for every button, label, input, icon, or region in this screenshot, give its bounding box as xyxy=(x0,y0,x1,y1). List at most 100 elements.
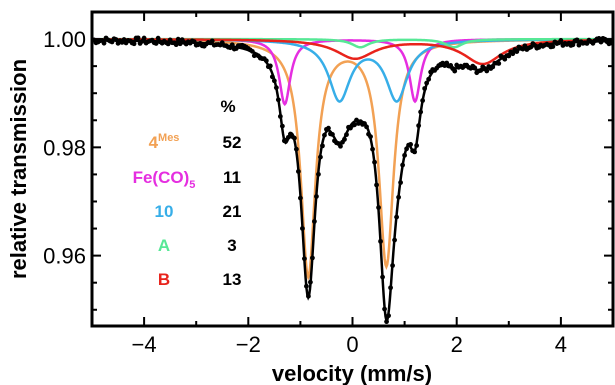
axes: −4 −2 0 2 4 0.96 0.98 1.00 xyxy=(43,11,614,357)
data-point xyxy=(273,85,279,91)
data-point xyxy=(364,124,369,130)
data-point xyxy=(249,48,255,54)
data-point xyxy=(113,37,119,42)
data-point xyxy=(177,41,183,47)
x-tick-label: 4 xyxy=(555,332,567,357)
data-point xyxy=(528,44,534,50)
y-tick-label: 1.00 xyxy=(43,27,86,52)
data-point xyxy=(384,319,389,325)
data-point xyxy=(392,237,397,243)
data-point xyxy=(380,274,385,280)
legend-label: 10 xyxy=(155,202,174,221)
data-point xyxy=(404,146,409,152)
data-point xyxy=(372,159,377,165)
legend-label-main: 4 xyxy=(149,133,159,152)
data-point xyxy=(598,39,604,45)
data-point xyxy=(400,162,405,168)
data-point xyxy=(398,180,403,185)
data-point xyxy=(570,42,576,48)
data-point xyxy=(344,132,349,138)
data-point xyxy=(304,283,309,289)
legend: % 4Mes 52 Fe(CO)5 11 10 21 A 3 B 13 xyxy=(133,97,242,289)
data-point xyxy=(141,35,147,41)
data-point xyxy=(263,58,269,64)
data-point xyxy=(310,255,315,261)
data-point xyxy=(490,64,496,70)
data-point xyxy=(378,238,383,244)
legend-label: B xyxy=(158,270,170,289)
data-point xyxy=(478,68,484,73)
data-point xyxy=(352,122,357,128)
data-point xyxy=(155,35,161,41)
data-point xyxy=(191,39,197,45)
data-point xyxy=(522,43,528,49)
data-point xyxy=(267,63,273,69)
data-point xyxy=(408,142,414,147)
y-tick-label: 0.96 xyxy=(43,244,86,269)
data-point xyxy=(314,194,319,199)
data-point xyxy=(496,61,502,66)
legend-label: Fe(CO)5 xyxy=(133,168,196,191)
data-point xyxy=(396,194,401,200)
y-tick-label: 0.98 xyxy=(43,135,86,160)
data-point xyxy=(296,169,301,174)
data-point xyxy=(472,65,478,71)
data-point xyxy=(173,42,179,48)
data-point xyxy=(368,134,373,140)
data-point xyxy=(269,74,275,80)
data-points-layer xyxy=(92,35,613,325)
data-point xyxy=(291,135,297,141)
data-point xyxy=(308,279,313,285)
data-point xyxy=(229,42,235,48)
legend-label: 4Mes xyxy=(149,132,180,152)
data-point xyxy=(388,285,393,291)
data-point xyxy=(402,152,407,158)
legend-value: 52 xyxy=(223,133,242,152)
data-point xyxy=(153,41,159,46)
legend-label-main: A xyxy=(158,236,170,255)
data-point xyxy=(386,313,391,319)
data-point xyxy=(418,109,424,115)
data-point xyxy=(414,143,420,148)
legend-label-main: 10 xyxy=(155,202,174,221)
data-point xyxy=(338,143,343,149)
data-point xyxy=(318,154,323,160)
data-point xyxy=(390,263,395,268)
legend-value: 13 xyxy=(223,270,242,289)
data-point xyxy=(510,51,516,57)
data-point xyxy=(502,56,508,62)
legend-label-sub: 5 xyxy=(189,179,195,191)
data-point xyxy=(326,125,331,131)
data-point xyxy=(424,80,430,86)
data-point xyxy=(277,113,283,119)
data-point xyxy=(320,143,325,149)
data-point xyxy=(302,256,307,262)
data-point xyxy=(279,123,285,129)
data-point xyxy=(312,218,317,224)
data-point xyxy=(330,131,335,137)
data-point xyxy=(550,44,556,49)
data-point xyxy=(452,68,458,74)
legend-value: 21 xyxy=(223,202,242,221)
legend-label: A xyxy=(158,236,170,255)
data-point xyxy=(175,36,181,42)
data-point xyxy=(135,35,141,41)
legend-label-main: B xyxy=(158,270,170,289)
data-point xyxy=(275,97,281,103)
data-point xyxy=(376,205,381,210)
data-point xyxy=(322,132,327,138)
data-point xyxy=(370,146,375,152)
data-point xyxy=(506,53,512,59)
data-point xyxy=(306,293,311,299)
data-point xyxy=(574,37,580,43)
x-tick-label: 2 xyxy=(451,332,463,357)
data-point xyxy=(300,226,305,231)
y-axis-title: relative transmission xyxy=(6,59,31,279)
data-point xyxy=(293,146,299,152)
data-point xyxy=(416,123,422,129)
data-point xyxy=(101,40,107,46)
data-point xyxy=(165,41,171,47)
legend-value: 11 xyxy=(223,168,241,187)
data-point xyxy=(342,136,347,142)
